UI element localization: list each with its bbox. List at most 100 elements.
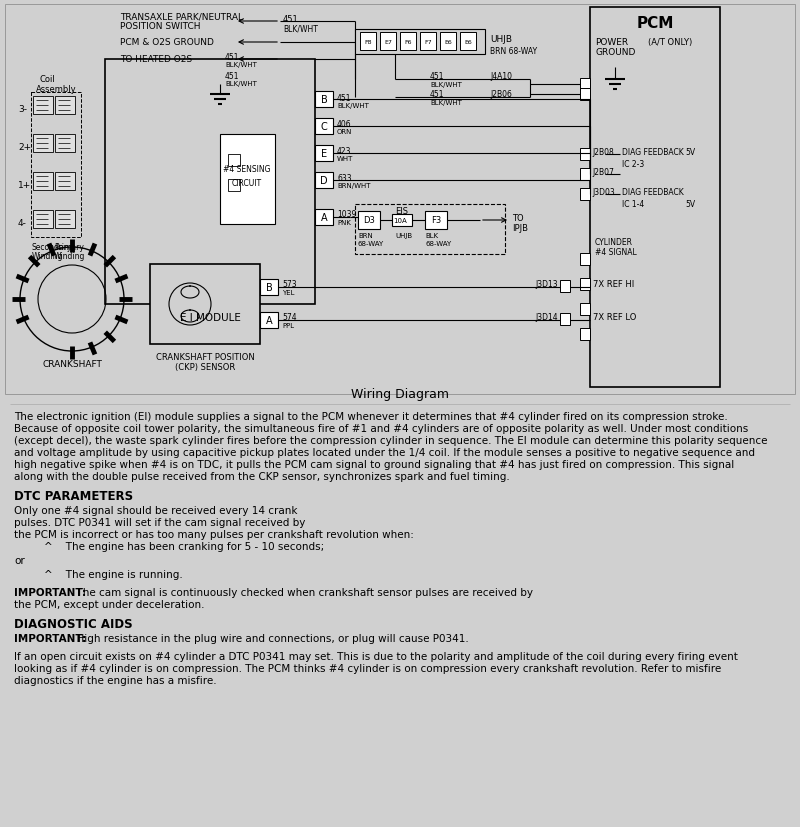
Text: DIAG FEEDBACK: DIAG FEEDBACK [622,148,684,157]
Text: PCM: PCM [636,16,674,31]
Bar [420,33,436,51]
Bar [580,279,590,290]
Bar [315,119,333,135]
Text: IC 1-4: IC 1-4 [622,200,644,208]
Bar [580,79,590,91]
Text: POWER: POWER [595,38,628,47]
Text: CRANKSHAFT: CRANKSHAFT [42,360,102,369]
Text: BRN/WHT: BRN/WHT [337,183,370,189]
Bar [360,33,376,51]
Text: D: D [320,176,328,186]
Text: BLK/WHT: BLK/WHT [283,24,318,33]
Text: TO: TO [512,213,524,222]
Text: 451: 451 [337,94,351,103]
Text: High resistance in the plug wire and connections, or plug will cause P0341.: High resistance in the plug wire and con… [70,633,469,643]
Text: Only one #4 signal should be received every 14 crank: Only one #4 signal should be received ev… [14,505,298,515]
Text: A: A [321,213,327,222]
Text: 10A: 10A [393,218,407,224]
Text: BLK: BLK [425,232,438,239]
Text: BLK/WHT: BLK/WHT [225,62,257,68]
Text: BLK/WHT: BLK/WHT [430,100,462,106]
Text: Secondary: Secondary [32,242,72,251]
Bar [590,8,720,388]
Text: (CKP) SENSOR: (CKP) SENSOR [175,362,235,371]
Bar [33,211,53,229]
Text: Coil: Coil [40,75,56,84]
Text: (A/T ONLY): (A/T ONLY) [648,38,692,47]
Bar [33,135,53,153]
Text: 7X REF LO: 7X REF LO [593,313,636,322]
Text: 68-WAY: 68-WAY [425,241,451,246]
Text: 406: 406 [337,120,352,129]
Text: looking as if #4 cylinder is on compression. The PCM thinks #4 cylinder is on co: looking as if #4 cylinder is on compress… [14,663,722,673]
Text: 451: 451 [283,15,298,24]
Text: IMPORTANT:: IMPORTANT: [14,633,86,643]
Text: UHJB: UHJB [490,35,512,44]
Text: YEL: YEL [282,289,294,295]
Text: J3D14: J3D14 [535,313,558,322]
Text: 451: 451 [430,90,445,99]
Text: A: A [266,316,272,326]
Text: #4 SENSING: #4 SENSING [223,165,270,174]
Text: F6: F6 [404,40,412,45]
Text: GROUND: GROUND [595,48,635,57]
Text: J4A10: J4A10 [490,72,512,81]
Text: 3-: 3- [18,105,27,114]
Text: J3D03: J3D03 [592,188,614,197]
Bar [260,313,278,328]
Bar [260,280,278,295]
Text: the PCM, except under deceleration.: the PCM, except under deceleration. [14,600,205,609]
Text: 68-WAY: 68-WAY [358,241,384,246]
Text: WHT: WHT [337,155,354,162]
Text: BLK/WHT: BLK/WHT [225,81,257,87]
Bar [33,173,53,191]
Text: E6: E6 [464,40,472,45]
Text: 1039: 1039 [337,210,356,218]
Text: (except decel), the waste spark cylinder fires before the compression cylinder i: (except decel), the waste spark cylinder… [14,436,767,446]
Text: ORN: ORN [337,129,352,135]
Text: 5V: 5V [685,200,695,208]
Text: 633: 633 [337,174,352,183]
Text: BRN: BRN [358,232,373,239]
Bar [355,205,505,255]
Text: 574: 574 [282,313,297,322]
Text: TO HEATED O2S: TO HEATED O2S [120,55,192,64]
Text: BLK/WHT: BLK/WHT [430,82,462,88]
Text: DTC PARAMETERS: DTC PARAMETERS [14,490,133,502]
Bar [5,5,795,394]
Bar [400,33,416,51]
Bar [580,304,590,316]
Text: Winding: Winding [32,251,63,261]
Bar [460,33,476,51]
Text: diagnostics if the engine has a misfire.: diagnostics if the engine has a misfire. [14,675,217,686]
Text: The cam signal is continuously checked when crankshaft sensor pulses are receive: The cam signal is continuously checked w… [70,587,533,597]
Text: IPJB: IPJB [512,224,528,232]
Text: E7: E7 [384,40,392,45]
Text: 451: 451 [225,53,239,62]
Text: or: or [14,555,25,566]
Text: POSITION SWITCH: POSITION SWITCH [120,22,201,31]
Text: The electronic ignition (EI) module supplies a signal to the PCM whenever it det: The electronic ignition (EI) module supp… [14,412,728,422]
Text: C: C [321,122,327,131]
Text: 451: 451 [430,72,445,81]
Bar [560,280,570,293]
Text: 423: 423 [337,147,351,155]
Text: the PCM is incorrect or has too many pulses per crankshaft revolution when:: the PCM is incorrect or has too many pul… [14,529,414,539]
Text: UHJB: UHJB [395,232,412,239]
Bar [380,33,396,51]
Bar [425,212,447,230]
Text: and voltage amplitude by using capacitive pickup plates located under the 1/4 co: and voltage amplitude by using capacitiv… [14,447,755,457]
Bar [440,33,456,51]
Text: PCM & O2S GROUND: PCM & O2S GROUND [120,38,214,47]
Text: PPL: PPL [282,323,294,328]
Bar [392,215,412,227]
Text: BRN 68-WAY: BRN 68-WAY [490,47,537,56]
Text: If an open circuit exists on #4 cylinder a DTC P0341 may set. This is due to the: If an open circuit exists on #4 cylinder… [14,651,738,662]
Bar [580,254,590,265]
Bar [358,212,380,230]
Text: DIAG FEEDBACK: DIAG FEEDBACK [622,188,684,197]
Text: J2B07: J2B07 [592,168,614,177]
Text: PNK: PNK [337,220,351,226]
Bar [55,97,75,115]
Bar [33,97,53,115]
